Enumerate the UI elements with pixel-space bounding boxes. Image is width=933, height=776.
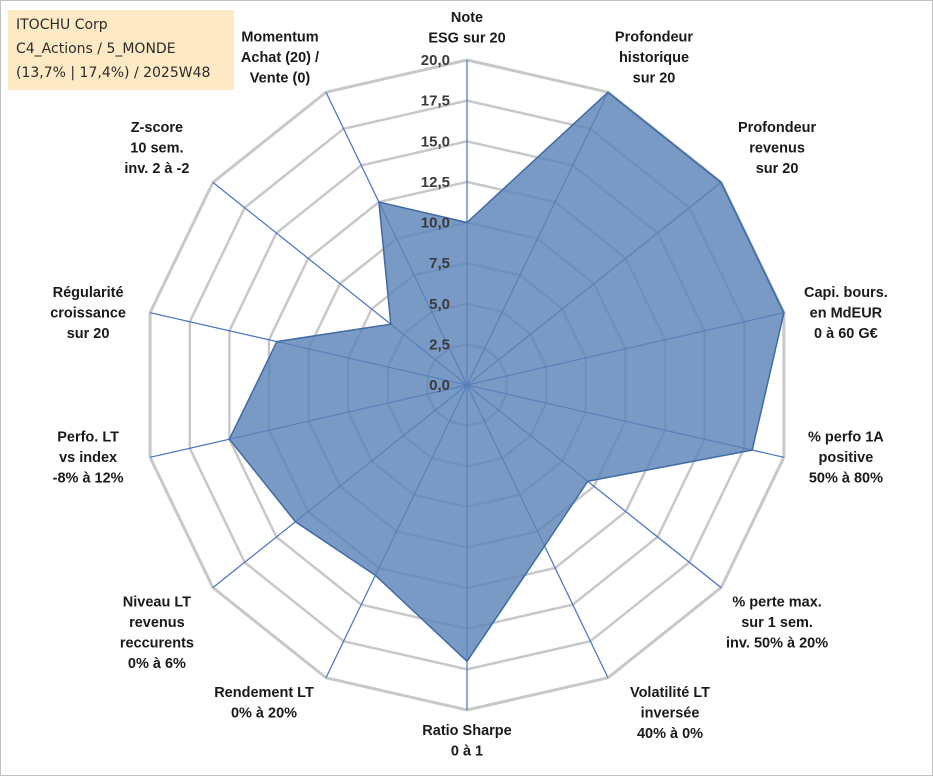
axis-label-8: Rendement LT 0% à 20%	[214, 685, 314, 722]
axis-label-13: Momentum Achat (20) / Vente (0)	[241, 30, 319, 87]
axis-label-3-line-0: Capi. bours.	[804, 285, 888, 301]
axis-label-2: Profondeur revenus sur 20	[738, 120, 816, 177]
axis-label-13-line-2: Vente (0)	[250, 71, 311, 87]
chart-title-line-3: (13,7% | 17,4%) / 2025W48	[16, 65, 211, 81]
axis-label-0: Note ESG sur 20	[428, 10, 505, 47]
axis-label-11-line-0: Régularité	[53, 285, 124, 301]
axis-label-5-line-1: sur 1 sem.	[741, 615, 813, 631]
series-area	[228, 91, 785, 663]
axis-label-3-line-2: 0 à 60 G€	[814, 326, 878, 342]
chart-title-box: ITOCHU Corp C4_Actions / 5_MONDE (13,7% …	[8, 10, 234, 90]
axis-label-2-line-0: Profondeur	[738, 120, 816, 136]
axis-label-6-line-1: inversée	[641, 705, 700, 721]
axis-label-7-line-1: 0 à 1	[451, 744, 483, 760]
tick-label-5: 12,5	[421, 174, 450, 191]
axis-label-11-line-2: sur 20	[67, 326, 110, 342]
axis-label-4-line-1: positive	[819, 450, 874, 466]
axis-label-6-line-0: Volatilité LT	[630, 685, 710, 701]
axis-label-10-line-1: vs index	[59, 450, 117, 466]
axis-label-13-line-0: Momentum	[241, 30, 318, 46]
tick-label-8: 20,0	[421, 52, 450, 69]
axis-label-5-line-0: % perte max.	[732, 595, 821, 611]
radial-tick-labels: 0,0 2,5 5,0 7,5 10,0 12,5 15,0 17,5 20,0	[421, 52, 450, 394]
axis-labels: Note ESG sur 20 Profondeur historique sur 20…	[50, 10, 888, 760]
axis-label-6: Volatilité LT inversée 40% à 0%	[630, 685, 710, 742]
axis-label-2-line-1: revenus	[749, 140, 805, 156]
axis-label-2-line-2: sur 20	[756, 161, 799, 177]
axis-label-9-line-1: revenus	[129, 615, 185, 631]
axis-label-1-line-0: Profondeur	[615, 30, 693, 46]
axis-label-7-line-0: Ratio Sharpe	[422, 723, 511, 739]
tick-label-2: 5,0	[429, 296, 450, 313]
axis-label-12-line-1: 10 sem.	[130, 140, 183, 156]
axis-label-0-line-0: Note	[451, 10, 483, 26]
axis-label-1-line-2: sur 20	[633, 71, 676, 87]
axis-label-4: % perfo 1A positive 50% à 80%	[808, 430, 884, 487]
axis-label-9-line-2: reccurents	[120, 636, 194, 652]
tick-label-3: 7,5	[429, 255, 450, 272]
axis-label-1: Profondeur historique sur 20	[615, 30, 693, 87]
axis-label-11: Régularité croissance sur 20	[50, 285, 126, 342]
tick-label-0: 0,0	[429, 377, 450, 394]
axis-label-8-line-1: 0% à 20%	[231, 705, 297, 721]
axis-label-6-line-2: 40% à 0%	[637, 726, 703, 742]
axis-label-1-line-1: historique	[619, 50, 689, 66]
axis-label-10-line-2: -8% à 12%	[53, 471, 124, 487]
radar-series	[228, 91, 785, 663]
axis-label-5-line-2: inv. 50% à 20%	[726, 636, 828, 652]
axis-label-12-line-0: Z-score	[131, 120, 183, 136]
tick-label-7: 17,5	[421, 93, 450, 110]
axis-label-0-line-1: ESG sur 20	[428, 31, 505, 47]
tick-label-1: 2,5	[429, 336, 450, 353]
axis-label-9-line-0: Niveau LT	[123, 595, 191, 611]
axis-label-7: Ratio Sharpe 0 à 1	[422, 723, 511, 760]
tick-label-4: 10,0	[421, 215, 450, 232]
axis-label-12: Z-score 10 sem. inv. 2 à -2	[124, 120, 189, 177]
chart-title-line-1: ITOCHU Corp	[16, 17, 108, 33]
axis-label-13-line-1: Achat (20) /	[241, 50, 319, 66]
axis-label-5: % perte max. sur 1 sem. inv. 50% à 20%	[726, 595, 828, 652]
axis-label-4-line-0: % perfo 1A	[808, 430, 884, 446]
axis-label-8-line-0: Rendement LT	[214, 685, 314, 701]
axis-label-11-line-1: croissance	[50, 305, 126, 321]
tick-label-6: 15,0	[421, 133, 450, 150]
axis-label-3: Capi. bours. en MdEUR 0 à 60 G€	[804, 285, 888, 342]
axis-label-4-line-2: 50% à 80%	[809, 471, 883, 487]
axis-label-9-line-3: 0% à 6%	[128, 656, 186, 672]
chart-title-line-2: C4_Actions / 5_MONDE	[16, 41, 176, 57]
axis-label-10: Perfo. LT vs index -8% à 12%	[53, 430, 124, 487]
axis-label-12-line-2: inv. 2 à -2	[124, 161, 189, 177]
axis-label-3-line-1: en MdEUR	[810, 305, 883, 321]
axis-label-9: Niveau LT revenus reccurents 0% à 6%	[120, 595, 194, 673]
axis-label-10-line-0: Perfo. LT	[57, 430, 119, 446]
